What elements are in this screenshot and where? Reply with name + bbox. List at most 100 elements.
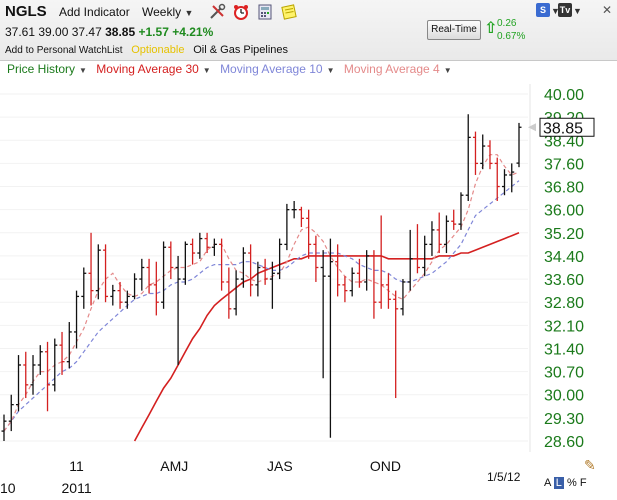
y-tick-label: 30.00 xyxy=(544,388,584,405)
ohlc-bar xyxy=(132,273,138,300)
ohlc-bar xyxy=(458,192,464,230)
ohlc-bar xyxy=(124,290,130,309)
legend-ma30[interactable]: Moving Average 30 xyxy=(96,62,199,76)
ohlc-bar xyxy=(364,250,370,291)
ohlc-bar xyxy=(393,290,399,399)
y-tick-label: 31.40 xyxy=(544,341,584,358)
ma4-line xyxy=(3,154,520,432)
symbol-label[interactable]: NGLS xyxy=(5,3,47,20)
ohlc-bar xyxy=(95,244,101,300)
ohlc-bar xyxy=(494,157,500,201)
add-indicator-button[interactable]: Add Indicator xyxy=(59,5,130,19)
ma10-path xyxy=(3,180,520,432)
x-axis-labels: 11 AMJ JAS OND 10 2011 xyxy=(0,458,401,496)
ohlc-bar xyxy=(356,258,362,288)
ohlc-bar xyxy=(385,273,391,309)
realtime-pct: 0.67% xyxy=(497,31,526,42)
ohlc-bar xyxy=(429,221,435,256)
ohlc-bar xyxy=(487,140,493,170)
ohlc-bar xyxy=(23,351,29,399)
ohlc-bar xyxy=(277,238,283,280)
quote-line: 37.61 39.00 37.47 38.85 +1.57 +4.21% xyxy=(5,25,213,39)
ohlc-bar xyxy=(153,261,159,316)
ohlc-bar xyxy=(59,331,65,375)
ohlc-bar xyxy=(306,209,312,259)
y-tick-label: 32.80 xyxy=(544,295,584,312)
ohlc-bar xyxy=(516,122,522,168)
ohlc-bar xyxy=(204,232,210,254)
chart-toolbar: NGLS Add Indicator Weekly ▼ 37.61 39.00 … xyxy=(0,0,617,61)
ohlc-bars xyxy=(1,114,522,441)
tools-icon[interactable] xyxy=(208,3,226,21)
up-arrow-icon: ⇧ xyxy=(484,20,498,37)
ohlc-bar xyxy=(103,244,109,303)
scale-l-button[interactable]: L xyxy=(553,477,564,489)
ohlc-bar xyxy=(414,224,420,274)
ohlc-bar xyxy=(16,355,22,412)
scale-f-button[interactable]: F xyxy=(579,477,587,489)
close-icon[interactable]: ✕ xyxy=(601,3,613,17)
last-price-box xyxy=(539,117,595,137)
quote-change: +1.57 xyxy=(138,25,169,39)
ma30-line xyxy=(133,232,520,442)
alarm-clock-icon[interactable] xyxy=(232,3,250,21)
x-year-label: 2011 xyxy=(62,480,92,496)
legend-ma10[interactable]: Moving Average 10 xyxy=(220,62,323,76)
legend-price-history[interactable]: Price History xyxy=(7,62,76,76)
last-price-marker: 38.85 xyxy=(528,117,595,137)
ohlc-bar xyxy=(37,345,43,375)
last-price-arrow xyxy=(528,123,536,132)
quote-last: 38.85 xyxy=(105,25,136,39)
ohlc-bar xyxy=(197,232,203,259)
notepad-icon[interactable] xyxy=(280,3,298,21)
ohlc-bar xyxy=(313,235,319,282)
ohlc-bar xyxy=(443,215,449,254)
ohlc-bar xyxy=(269,261,275,309)
scale-a-button[interactable]: A xyxy=(544,477,551,489)
optionable-badge: Optionable xyxy=(131,44,185,56)
y-tick-label: 40.00 xyxy=(544,87,584,104)
chevron-down-icon[interactable]: ▼ xyxy=(443,66,452,75)
ohlc-bar xyxy=(161,241,167,309)
ohlc-bar xyxy=(248,244,254,297)
quote-low: 37.47 xyxy=(71,25,102,39)
period-select[interactable]: Weekly ▼ xyxy=(142,5,193,19)
ohlc-bar xyxy=(291,200,297,219)
ohlc-bar xyxy=(451,209,457,230)
ohlc-bar xyxy=(422,235,428,277)
quote-high: 39.00 xyxy=(38,25,69,39)
ohlc-bar xyxy=(335,244,341,297)
realtime-button[interactable]: Real-Time xyxy=(427,20,481,40)
ohlc-bar xyxy=(52,338,58,392)
pencil-icon[interactable]: ✎ xyxy=(584,457,596,473)
x-year-label: 10 xyxy=(0,480,16,496)
realtime-values: 0.26 0.67% xyxy=(497,17,525,43)
ohlc-bar xyxy=(45,341,51,412)
ohlc-bar xyxy=(255,261,261,297)
ohlc-bar xyxy=(66,322,72,369)
ohlc-bar xyxy=(262,258,268,285)
watchlist-link[interactable]: Add to Personal WatchList xyxy=(5,45,123,56)
tv-icon[interactable]: Tv xyxy=(558,3,572,17)
ohlc-bar xyxy=(110,284,116,306)
chevron-down-icon[interactable]: ▼ xyxy=(79,66,87,75)
ohlc-bar xyxy=(117,281,123,309)
ohlc-bar xyxy=(371,250,377,319)
ohlc-bar xyxy=(81,267,87,309)
chevron-down-icon[interactable]: ▼ xyxy=(202,66,211,75)
chevron-down-icon[interactable]: ▼ xyxy=(573,6,582,16)
stockcharts-logo-icon[interactable]: S xyxy=(536,3,550,17)
ohlc-bar xyxy=(320,250,326,379)
ohlc-bar xyxy=(509,163,515,193)
calculator-icon[interactable] xyxy=(256,3,274,21)
scale-pct-button[interactable]: % xyxy=(566,477,577,489)
y-tick-label: 33.60 xyxy=(544,272,584,289)
y-tick-label: 35.20 xyxy=(544,226,584,243)
quote-change-pct: +4.21% xyxy=(172,25,214,39)
legend-ma4[interactable]: Moving Average 4 xyxy=(343,62,440,76)
realtime-change: 0.26 xyxy=(497,18,517,29)
scale-controls: A L % F xyxy=(544,477,587,489)
chevron-down-icon[interactable]: ▼ xyxy=(326,66,335,75)
chevron-down-icon[interactable]: ▼ xyxy=(551,6,560,16)
